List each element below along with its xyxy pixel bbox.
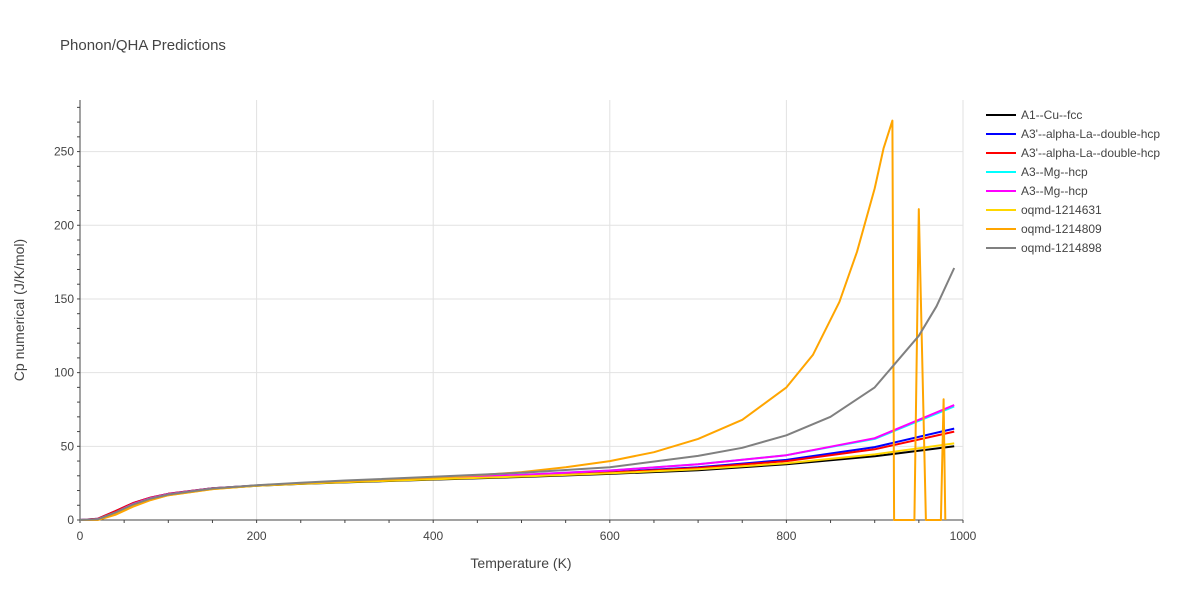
x-tick-label: 800	[776, 529, 796, 543]
legend-label: A1--Cu--fcc	[1021, 108, 1082, 122]
legend-item-6[interactable]: oqmd-1214631	[986, 203, 1102, 217]
series-line-5	[80, 404, 955, 521]
y-tick-label: 50	[61, 439, 75, 453]
x-tick-label: 1000	[950, 529, 977, 543]
legend-item-1[interactable]: A1--Cu--fcc	[986, 108, 1082, 122]
plot-area	[80, 119, 956, 521]
x-tick-label: 0	[77, 529, 84, 543]
legend-item-8[interactable]: oqmd-1214898	[986, 241, 1102, 255]
y-tick-label: 200	[54, 218, 74, 232]
y-axis-title: Cp numerical (J/K/mol)	[11, 239, 27, 381]
legend-item-5[interactable]: A3--Mg--hcp	[986, 184, 1088, 198]
x-axis-title: Temperature (K)	[470, 555, 571, 571]
x-tick-label: 600	[600, 529, 620, 543]
legend-item-2[interactable]: A3'--alpha-La--double-hcp	[986, 127, 1160, 141]
chart-title: Phonon/QHA Predictions	[60, 37, 226, 54]
legend-item-4[interactable]: A3--Mg--hcp	[986, 165, 1088, 179]
legend[interactable]: A1--Cu--fcc A3'--alpha-La--double-hcp A3'-…	[986, 108, 1160, 255]
legend-item-3[interactable]: A3'--alpha-La--double-hcp	[986, 146, 1160, 160]
legend-label: A3'--alpha-La--double-hcp	[1021, 146, 1160, 160]
x-tick-label: 400	[423, 529, 443, 543]
y-tick-label: 250	[54, 145, 74, 159]
legend-label: A3--Mg--hcp	[1021, 165, 1088, 179]
legend-label: oqmd-1214631	[1021, 203, 1102, 217]
y-tick-label: 150	[54, 292, 74, 306]
axes: 0 200 400 600 800 1000 0 50 100 150 200 250	[54, 100, 977, 543]
legend-label: A3'--alpha-La--double-hcp	[1021, 127, 1160, 141]
series-line-4	[80, 405, 955, 521]
x-tick-label: 200	[247, 529, 267, 543]
grid	[80, 100, 964, 520]
legend-label: oqmd-1214898	[1021, 241, 1102, 255]
series-line-8	[80, 267, 956, 521]
y-tick-label: 0	[67, 513, 74, 527]
legend-label: oqmd-1214809	[1021, 222, 1102, 236]
legend-label: A3--Mg--hcp	[1021, 184, 1088, 198]
y-tick-label: 100	[54, 366, 74, 380]
series-line-1	[80, 445, 955, 521]
legend-item-7[interactable]: oqmd-1214809	[986, 222, 1102, 236]
